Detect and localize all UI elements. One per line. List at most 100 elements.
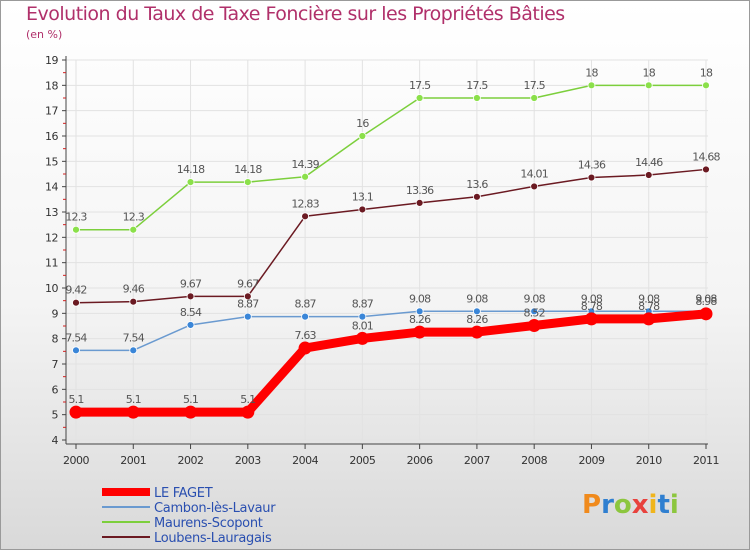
x-tick-label-2002: 2002 — [178, 454, 204, 467]
data-point-le-faget-2001 — [126, 405, 140, 419]
data-label-maurens-scopont-2003: 14.18 — [234, 163, 262, 176]
data-point-le-faget-2006 — [413, 325, 427, 339]
data-label-le-faget-2002: 5.1 — [183, 393, 198, 406]
data-label-maurens-scopont-2010: 18 — [643, 66, 656, 79]
data-label-le-faget-2000: 5.1 — [68, 393, 83, 406]
data-label-loubens-lauragais-2006: 13.36 — [406, 184, 434, 197]
data-point-loubens-lauragais-2000 — [72, 298, 80, 307]
data-point-maurens-scopont-2004 — [301, 172, 309, 181]
data-label-maurens-scopont-2009: 18 — [585, 66, 598, 79]
unit-label: (en %) — [26, 28, 63, 41]
data-point-cambon-l-s-lavaur-2003 — [243, 312, 252, 321]
data-point-loubens-lauragais-2011 — [702, 165, 710, 174]
data-label-le-faget-2007: 8.26 — [466, 313, 488, 326]
data-label-le-faget-2005: 8.01 — [352, 319, 373, 332]
data-point-le-faget-2007 — [470, 325, 484, 339]
x-tick-label-2010: 2010 — [636, 454, 662, 467]
data-label-loubens-lauragais-2008: 14.01 — [520, 167, 548, 180]
data-point-le-faget-2003 — [241, 405, 255, 419]
data-label-le-faget-2011: 8.98 — [695, 295, 717, 308]
y-tick-label-14: 14 — [45, 181, 58, 194]
data-label-maurens-scopont-2002: 14.18 — [177, 163, 205, 176]
data-point-loubens-lauragais-2010 — [644, 171, 653, 179]
y-tick-label-19: 19 — [45, 54, 58, 67]
data-label-cambon-l-s-lavaur-2007: 9.08 — [466, 292, 488, 305]
data-label-le-faget-2008: 8.52 — [524, 306, 545, 319]
data-point-maurens-scopont-2006 — [415, 94, 424, 102]
data-label-maurens-scopont-2007: 17.5 — [466, 79, 488, 92]
y-tick-label-5: 5 — [52, 409, 59, 422]
data-label-cambon-l-s-lavaur-2011: 9.08 — [695, 292, 717, 305]
y-tick-label-18: 18 — [45, 79, 58, 92]
data-point-le-faget-2010 — [642, 312, 656, 326]
legend-label-le-faget: LE FAGET — [154, 486, 213, 501]
data-point-maurens-scopont-2011 — [702, 81, 710, 90]
x-tick-label-2007: 2007 — [464, 454, 490, 467]
data-label-le-faget-2006: 8.26 — [409, 313, 431, 326]
data-label-cambon-l-s-lavaur-2009: 9.08 — [581, 292, 603, 305]
data-point-le-faget-2011 — [699, 307, 713, 321]
data-point-cambon-l-s-lavaur-2005 — [358, 312, 367, 321]
data-point-maurens-scopont-2007 — [473, 94, 481, 102]
data-point-cambon-l-s-lavaur-2002 — [186, 321, 195, 329]
x-tick-label-2003: 2003 — [235, 454, 261, 467]
data-point-loubens-lauragais-2002 — [186, 292, 195, 301]
data-point-loubens-lauragais-2004 — [301, 212, 309, 221]
data-label-loubens-lauragais-2009: 14.36 — [578, 159, 606, 172]
data-label-maurens-scopont-2006: 17.5 — [409, 79, 431, 92]
y-tick-label-13: 13 — [45, 206, 58, 219]
x-tick-label-2000: 2000 — [63, 454, 89, 467]
y-tick-label-12: 12 — [45, 231, 58, 244]
legend-label-loubens-lauragais: Loubens-Lauragais — [154, 531, 272, 546]
data-label-cambon-l-s-lavaur-2004: 8.87 — [294, 298, 316, 311]
y-tick-label-10: 10 — [45, 282, 58, 295]
data-label-le-faget-2009: 8.78 — [581, 300, 603, 313]
data-point-loubens-lauragais-2003 — [243, 292, 252, 301]
data-label-maurens-scopont-2008: 17.5 — [524, 79, 546, 92]
series-line-le-faget — [71, 309, 711, 417]
x-tick-label-2005: 2005 — [349, 454, 375, 467]
data-point-le-faget-2004 — [298, 341, 312, 355]
data-label-loubens-lauragais-2010: 14.46 — [635, 156, 663, 169]
data-label-le-faget-2001: 5.1 — [126, 393, 141, 406]
data-point-cambon-l-s-lavaur-2006 — [415, 307, 424, 316]
y-tick-label-8: 8 — [52, 333, 59, 346]
legend-label-maurens-scopont: Maurens-Scopont — [154, 516, 263, 531]
data-label-cambon-l-s-lavaur-2006: 9.08 — [409, 292, 431, 305]
data-point-le-faget-2005 — [355, 331, 369, 345]
data-point-le-faget-2000 — [69, 405, 83, 419]
data-point-cambon-l-s-lavaur-2001 — [129, 346, 138, 355]
y-tick-label-15: 15 — [45, 155, 58, 168]
data-label-le-faget-2010: 8.78 — [638, 300, 660, 313]
y-tick-label-7: 7 — [52, 358, 59, 371]
data-label-maurens-scopont-2001: 12.3 — [123, 211, 145, 224]
data-point-cambon-l-s-lavaur-2008 — [530, 307, 539, 316]
x-tick-label-2001: 2001 — [120, 454, 146, 467]
data-point-maurens-scopont-2010 — [644, 81, 653, 90]
y-tick-label-17: 17 — [45, 105, 58, 118]
data-label-loubens-lauragais-2001: 9.46 — [123, 283, 145, 296]
data-label-cambon-l-s-lavaur-2005: 8.87 — [352, 298, 374, 311]
data-point-le-faget-2009 — [584, 312, 598, 326]
data-label-loubens-lauragais-2002: 9.67 — [180, 277, 202, 290]
data-label-loubens-lauragais-2000: 9.42 — [65, 284, 86, 297]
data-label-loubens-lauragais-2003: 9.67 — [237, 277, 259, 290]
data-point-maurens-scopont-2001 — [129, 225, 138, 234]
data-label-le-faget-2004: 7.63 — [294, 329, 316, 342]
data-point-loubens-lauragais-2007 — [473, 192, 481, 201]
y-tick-label-9: 9 — [52, 307, 59, 320]
series-line-loubens-lauragais — [75, 168, 707, 304]
data-point-cambon-l-s-lavaur-2007 — [473, 307, 481, 316]
data-label-le-faget-2003: 5.1 — [240, 393, 255, 406]
data-point-cambon-l-s-lavaur-2000 — [72, 346, 80, 355]
x-tick-label-2009: 2009 — [578, 454, 604, 467]
data-point-cambon-l-s-lavaur-2004 — [301, 312, 309, 321]
data-point-maurens-scopont-2009 — [587, 81, 596, 90]
data-point-maurens-scopont-2003 — [243, 178, 252, 187]
data-point-loubens-lauragais-2005 — [358, 205, 367, 214]
data-label-loubens-lauragais-2007: 13.6 — [466, 178, 488, 191]
data-label-cambon-l-s-lavaur-2003: 8.87 — [237, 298, 259, 311]
data-label-maurens-scopont-2004: 14.39 — [291, 158, 319, 171]
